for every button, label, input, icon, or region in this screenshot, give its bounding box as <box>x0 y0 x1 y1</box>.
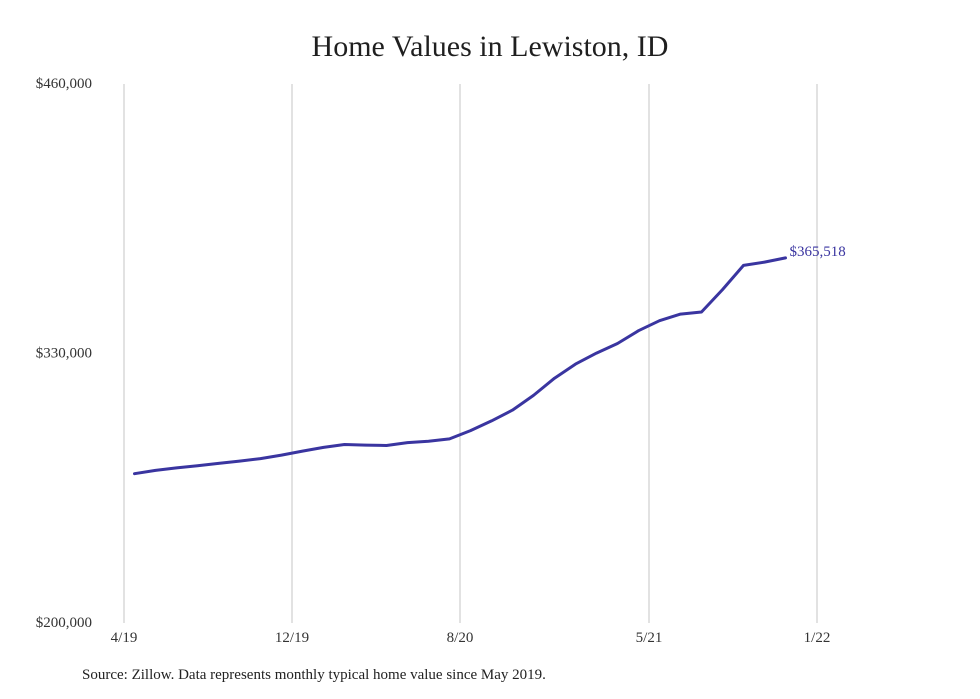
y-tick-label-2: $200,000 <box>36 615 92 631</box>
y-tick-label-1: $330,000 <box>36 346 92 362</box>
data-point-13 <box>406 441 409 444</box>
data-point-12 <box>385 444 388 447</box>
data-point-27 <box>700 310 703 314</box>
data-point-7 <box>280 453 283 457</box>
data-point-11 <box>364 443 367 447</box>
data-point-21 <box>574 362 577 366</box>
data-point-9 <box>322 446 325 449</box>
data-point-14 <box>427 439 430 443</box>
data-point-25 <box>658 319 661 322</box>
x-tick-label-2: 8/20 <box>447 630 474 646</box>
data-point-31 <box>784 256 787 260</box>
chart-title: Home Values in Lewiston, ID <box>311 30 669 63</box>
y-axis-ticks: $460,000 $330,000 $200,000 <box>36 76 92 631</box>
data-point-6 <box>259 457 262 460</box>
x-tick-label-3: 5/21 <box>636 630 663 646</box>
gridlines <box>123 84 818 623</box>
data-point-16 <box>469 429 472 432</box>
data-point-10 <box>343 443 346 446</box>
data-point-8 <box>301 449 304 453</box>
series-lines <box>133 256 787 476</box>
data-point-0 <box>133 472 136 475</box>
end-value-label: $365,518 <box>790 244 846 260</box>
data-labels: $365,518 <box>790 244 846 260</box>
data-point-23 <box>616 342 619 345</box>
source-note: Source: Zillow. Data represents monthly … <box>82 667 546 683</box>
data-point-4 <box>217 462 220 465</box>
data-point-15 <box>448 437 451 441</box>
x-tick-label-0: 4/19 <box>111 630 138 646</box>
data-point-30 <box>763 260 766 264</box>
x-tick-label-1: 12/19 <box>275 630 309 646</box>
data-point-2 <box>175 466 178 470</box>
data-point-5 <box>238 459 241 463</box>
data-point-18 <box>511 408 514 412</box>
data-point-17 <box>490 419 493 423</box>
data-point-29 <box>742 264 745 267</box>
series-line-0 <box>133 256 787 476</box>
data-point-19 <box>532 394 535 397</box>
x-tick-label-4: 1/22 <box>804 630 831 646</box>
data-point-28 <box>721 288 724 291</box>
x-axis-ticks: 4/19 12/19 8/20 5/21 1/22 <box>111 630 831 646</box>
data-point-20 <box>553 376 556 380</box>
y-tick-label-0: $460,000 <box>36 76 92 92</box>
data-point-1 <box>154 469 157 472</box>
data-point-26 <box>679 312 682 316</box>
data-point-24 <box>637 329 640 332</box>
data-point-3 <box>196 464 199 467</box>
data-point-22 <box>595 351 598 355</box>
